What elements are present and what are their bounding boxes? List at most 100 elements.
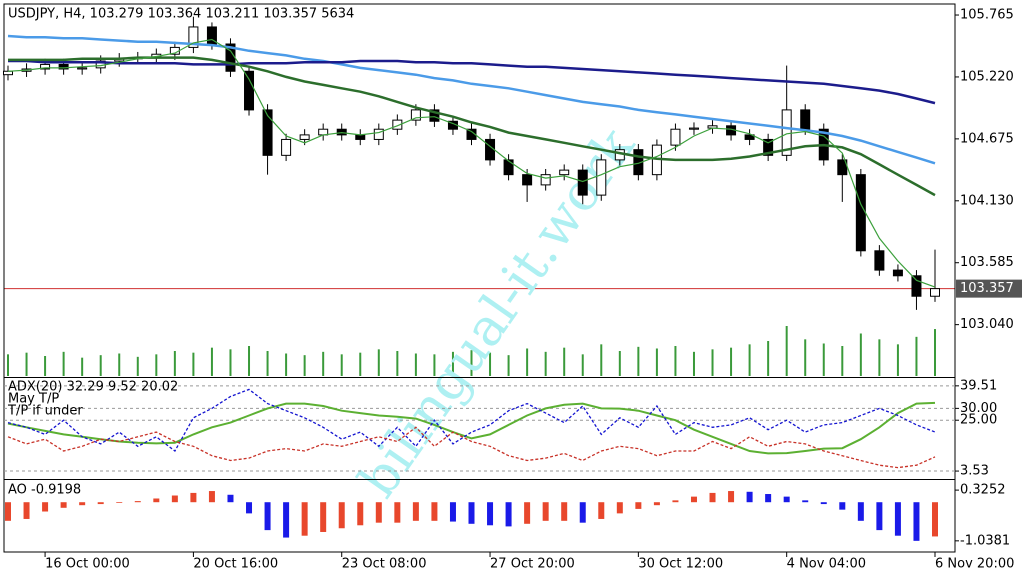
candle-body	[3, 70, 13, 76]
indicator-line	[7, 401, 936, 455]
histogram-bar	[449, 502, 456, 522]
histogram-bar	[653, 502, 660, 506]
candle-body	[800, 109, 811, 130]
histogram-bar	[394, 502, 401, 523]
y-tick-label: 3.53	[960, 464, 989, 479]
histogram-bar	[635, 502, 642, 509]
y-tick-label: 0.3252	[960, 483, 1006, 498]
candle-body	[410, 109, 421, 121]
candle-body	[392, 119, 403, 130]
candle-body	[355, 134, 366, 140]
histogram-bar	[932, 502, 938, 537]
histogram-bar	[42, 502, 49, 512]
candle-body	[299, 134, 310, 140]
histogram-bar	[524, 502, 531, 524]
histogram-bar	[746, 491, 753, 503]
histogram-bar	[23, 502, 30, 519]
x-tick-label: 16 Oct 00:00	[45, 557, 130, 572]
histogram-bar	[171, 495, 178, 503]
y-tick-label: 103.040	[960, 317, 1014, 332]
annotation: T/P if under	[7, 404, 83, 419]
histogram-bar	[357, 502, 364, 526]
y-tick-label: 105.220	[960, 69, 1014, 84]
histogram-bar	[765, 494, 772, 503]
histogram-bar	[79, 502, 86, 506]
histogram-bar	[412, 502, 419, 521]
candle-body	[77, 67, 88, 70]
candle-body	[58, 63, 69, 70]
histogram-bar	[468, 502, 475, 524]
histogram-bar	[561, 502, 568, 521]
histogram-bar	[301, 502, 308, 536]
histogram-bar	[579, 502, 586, 523]
y-tick-label: 25.00	[960, 413, 997, 428]
candle-body	[188, 26, 199, 48]
candle-body	[596, 159, 607, 196]
histogram-bar	[709, 492, 716, 503]
histogram-bar	[728, 491, 735, 503]
histogram-bar	[839, 502, 846, 510]
y-tick-label: 104.130	[960, 193, 1014, 208]
x-tick-label: 6 Nov 20:00	[935, 557, 1014, 572]
candle-body	[874, 250, 885, 271]
chart-title: USDJPY, H4, 103.279 103.364 103.211 103.…	[8, 7, 354, 22]
histogram-bar	[283, 502, 290, 538]
histogram-bar	[542, 502, 549, 521]
candle-body	[781, 109, 792, 156]
histogram-bar	[783, 496, 790, 503]
candle-body	[522, 174, 533, 186]
histogram-bar	[857, 502, 864, 521]
candle-body	[892, 269, 903, 277]
histogram-bar	[134, 501, 141, 503]
y-tick-label: 104.675	[960, 131, 1014, 146]
candle-body	[930, 288, 940, 297]
candle-body	[670, 128, 681, 146]
candle-body	[244, 70, 255, 111]
plot-frame	[3, 3, 956, 553]
histogram-bar	[820, 502, 827, 505]
histogram-bar	[672, 500, 679, 503]
histogram-bar	[338, 502, 345, 529]
histogram-bar	[246, 502, 253, 514]
y-tick-label: 105.765	[960, 8, 1014, 23]
candle-body	[373, 128, 384, 140]
histogram-bar	[116, 502, 123, 503]
candle-body	[281, 138, 292, 156]
annotation: May T/P	[8, 392, 59, 407]
histogram-bar	[802, 500, 809, 503]
histogram-bar	[487, 502, 494, 526]
histogram-bar	[5, 502, 11, 521]
indicator-line	[7, 426, 936, 469]
y-tick-label: -1.0381	[960, 533, 1010, 548]
histogram-bar	[320, 502, 327, 532]
histogram-bar	[616, 502, 623, 514]
moving-average	[8, 59, 936, 105]
moving-average	[8, 56, 936, 197]
histogram-bar	[208, 491, 215, 503]
histogram-bar	[264, 502, 271, 531]
x-tick-label: 30 Oct 12:00	[638, 557, 723, 572]
candle-body	[559, 169, 570, 176]
histogram-bar	[375, 502, 382, 523]
candle-body	[911, 275, 922, 297]
histogram-bar	[598, 502, 605, 519]
histogram-bar	[153, 498, 160, 503]
candle-body	[688, 127, 699, 130]
candle-body	[485, 138, 496, 161]
candle-body	[763, 138, 774, 156]
candle-body	[744, 134, 755, 140]
histogram-bar	[894, 502, 901, 536]
x-tick-label: 4 Nov 04:00	[787, 557, 866, 572]
moving-average	[7, 34, 936, 165]
candle-body	[503, 159, 514, 176]
histogram-bar	[190, 492, 197, 503]
y-tick-label: 103.585	[960, 255, 1014, 270]
histogram-bar	[913, 502, 920, 541]
indicator-line	[7, 388, 936, 452]
histogram-bar	[227, 494, 234, 503]
candle-body	[262, 109, 273, 156]
current-price-label: 103.357	[960, 281, 1014, 296]
histogram-bar	[876, 502, 883, 531]
candle-body	[40, 63, 51, 70]
candle-body	[429, 109, 440, 122]
